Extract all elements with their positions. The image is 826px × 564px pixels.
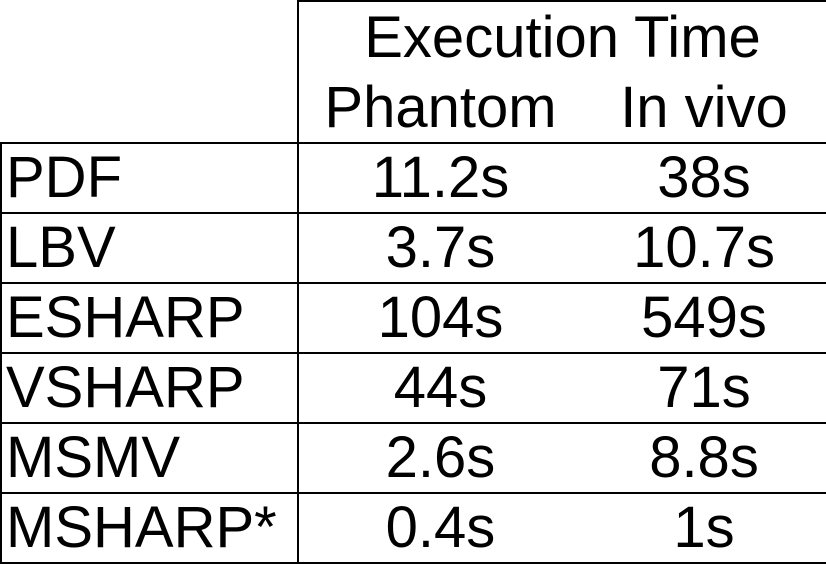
phantom-value: 3.7s: [297, 212, 582, 284]
blank-corner-cell: [1, 1, 298, 143]
phantom-value: 0.4s: [297, 492, 582, 564]
invivo-value: 8.8s: [582, 422, 826, 494]
table-row: LBV 3.7s 10.7s: [0, 212, 826, 284]
invivo-value: 1s: [582, 492, 826, 564]
phantom-value: 104s: [297, 282, 582, 354]
method-label: LBV: [0, 212, 299, 284]
phantom-value: 11.2s: [297, 142, 582, 214]
invivo-value: 38s: [582, 142, 826, 214]
table-row: VSHARP 44s 71s: [0, 352, 826, 424]
table-row: MSMV 2.6s 8.8s: [0, 422, 826, 494]
method-label: PDF: [0, 142, 299, 214]
table-title: Execution Time: [296, 0, 826, 73]
invivo-value: 549s: [582, 282, 826, 354]
invivo-value: 10.7s: [582, 212, 826, 284]
phantom-value: 44s: [297, 352, 582, 424]
column-header-invivo: In vivo: [582, 73, 826, 143]
header-columns-row: Phantom In vivo: [1, 73, 826, 143]
method-label: MSMV: [0, 422, 299, 494]
invivo-value: 71s: [582, 352, 826, 424]
method-label: ESHARP: [0, 282, 299, 354]
table-row: PDF 11.2s 38s: [0, 142, 826, 214]
table-row: MSHARP* 0.4s 1s: [0, 492, 826, 564]
column-header-phantom: Phantom: [297, 73, 582, 143]
table-row: ESHARP 104s 549s: [0, 282, 826, 354]
method-label: VSHARP: [0, 352, 299, 424]
method-label: MSHARP*: [0, 492, 299, 564]
phantom-value: 2.6s: [297, 422, 582, 494]
header-title-row: Execution Time: [1, 0, 826, 73]
